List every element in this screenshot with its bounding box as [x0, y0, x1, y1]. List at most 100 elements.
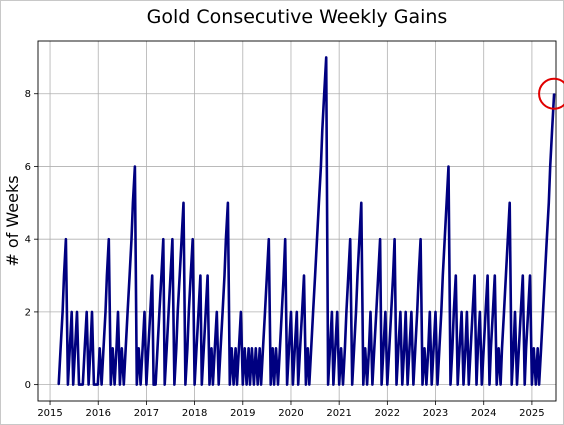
- data-point: [169, 274, 172, 277]
- data-point: [553, 93, 555, 95]
- data-point: [76, 311, 78, 313]
- y-tick-label: 6: [25, 162, 31, 173]
- data-point: [449, 384, 452, 386]
- data-point: [223, 274, 226, 277]
- data-point: [470, 347, 472, 349]
- data-point: [296, 311, 298, 313]
- data-point: [74, 347, 76, 349]
- data-point: [164, 384, 166, 386]
- data-point: [407, 384, 409, 386]
- data-point: [208, 384, 211, 386]
- data-point: [86, 311, 88, 313]
- data-point: [158, 311, 160, 313]
- data-point: [475, 384, 478, 386]
- data-point: [173, 384, 175, 386]
- data-point: [345, 311, 347, 313]
- data-point: [399, 311, 401, 313]
- x-tick-label: 2023: [423, 408, 448, 419]
- data-point: [277, 384, 279, 386]
- x-tick-label: 2016: [86, 408, 111, 419]
- data-point: [125, 347, 127, 349]
- data-point: [444, 238, 446, 240]
- data-point: [93, 384, 95, 386]
- data-point: [394, 238, 396, 240]
- data-point: [270, 384, 272, 386]
- data-point: [453, 311, 455, 313]
- data-point: [240, 311, 242, 313]
- data-point: [194, 384, 196, 386]
- data-point: [490, 347, 492, 349]
- data-point: [184, 384, 186, 386]
- data-point: [529, 274, 531, 277]
- data-point: [301, 311, 303, 313]
- x-tick-label: 2025: [519, 408, 544, 419]
- data-point: [384, 311, 386, 313]
- data-point: [283, 274, 285, 277]
- data-point: [542, 311, 544, 313]
- data-point: [143, 311, 146, 313]
- x-axis: 2015 2016 2017 2018 2019 2020 2021 2022 2023 2024…: [37, 401, 545, 419]
- data-point: [108, 238, 110, 240]
- data-point: [351, 384, 353, 386]
- data-point: [347, 274, 349, 277]
- series-group: [57, 56, 556, 386]
- data-point: [227, 202, 229, 204]
- data-point: [303, 274, 305, 277]
- data-point: [195, 347, 198, 349]
- data-point: [257, 384, 259, 386]
- data-point: [246, 384, 248, 386]
- data-point: [525, 347, 527, 349]
- data-point: [97, 384, 99, 386]
- data-point: [403, 347, 405, 349]
- y-tick-label: 8: [25, 89, 31, 100]
- data-point: [483, 347, 485, 349]
- data-point: [214, 347, 216, 349]
- data-point: [253, 384, 255, 386]
- data-point: [538, 384, 540, 386]
- data-point: [82, 384, 84, 386]
- data-point: [549, 165, 551, 168]
- data-point: [262, 347, 264, 349]
- data-point: [290, 311, 292, 313]
- data-point: [433, 347, 435, 349]
- data-point: [136, 384, 138, 386]
- data-point: [99, 347, 101, 349]
- data-point: [427, 347, 429, 349]
- data-point: [544, 274, 546, 277]
- data-point: [264, 311, 266, 313]
- data-point: [336, 311, 338, 313]
- data-point: [323, 93, 325, 95]
- data-point: [119, 384, 121, 386]
- data-point: [123, 384, 125, 386]
- data-point: [522, 274, 524, 277]
- data-point: [179, 274, 181, 277]
- data-point: [186, 347, 188, 349]
- data-point: [171, 238, 173, 240]
- data-point: [190, 274, 192, 277]
- data-point: [216, 311, 218, 313]
- data-point: [268, 238, 270, 240]
- data-point: [142, 347, 144, 349]
- data-point: [102, 347, 105, 349]
- data-point: [401, 384, 403, 386]
- data-point: [472, 311, 474, 313]
- data-point: [312, 311, 314, 313]
- data-point: [479, 311, 481, 313]
- data-point: [507, 238, 509, 240]
- data-point: [388, 347, 390, 349]
- data-point: [414, 347, 416, 349]
- data-point: [203, 347, 205, 349]
- x-tick-label: 2015: [37, 408, 62, 419]
- data-point: [272, 347, 274, 349]
- data-point: [501, 347, 503, 349]
- data-point: [106, 274, 108, 277]
- data-point: [447, 165, 450, 168]
- data-point: [310, 347, 312, 349]
- data-point: [140, 384, 142, 386]
- data-point: [248, 347, 250, 349]
- data-point: [377, 274, 379, 277]
- data-point: [520, 311, 522, 313]
- data-point: [175, 347, 177, 349]
- data-point: [149, 311, 151, 313]
